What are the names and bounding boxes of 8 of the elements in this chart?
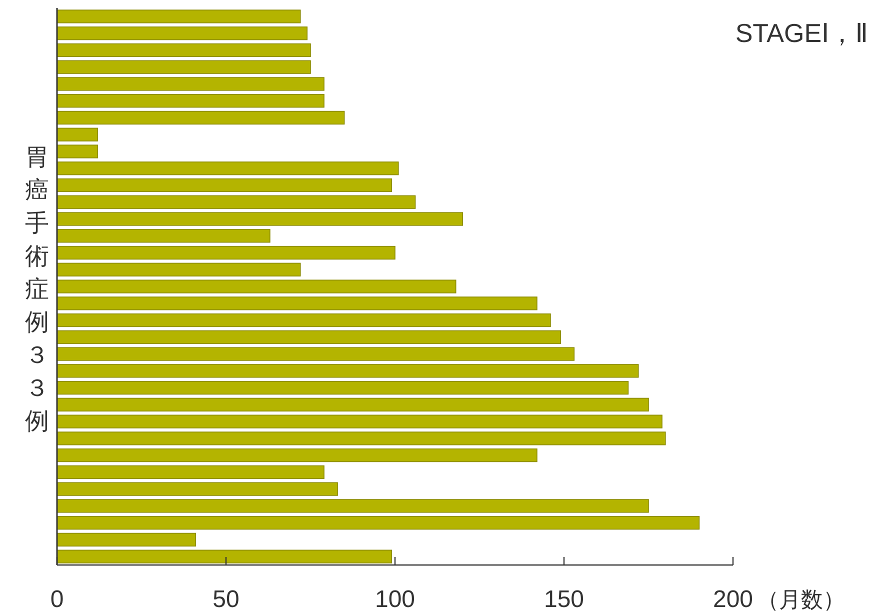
- text: 胃癌手術症例３３例: [25, 144, 49, 435]
- x-axis-title: （月数）: [757, 587, 845, 612]
- x-tick-label: 100: [374, 586, 416, 613]
- x-tick-label: 50: [212, 586, 240, 613]
- x-tick-label: 150: [544, 586, 584, 613]
- x-tick-label: 0: [50, 586, 64, 613]
- x-tick-label: 200: [712, 586, 754, 613]
- text: STAGEⅠ，Ⅱ: [735, 18, 868, 48]
